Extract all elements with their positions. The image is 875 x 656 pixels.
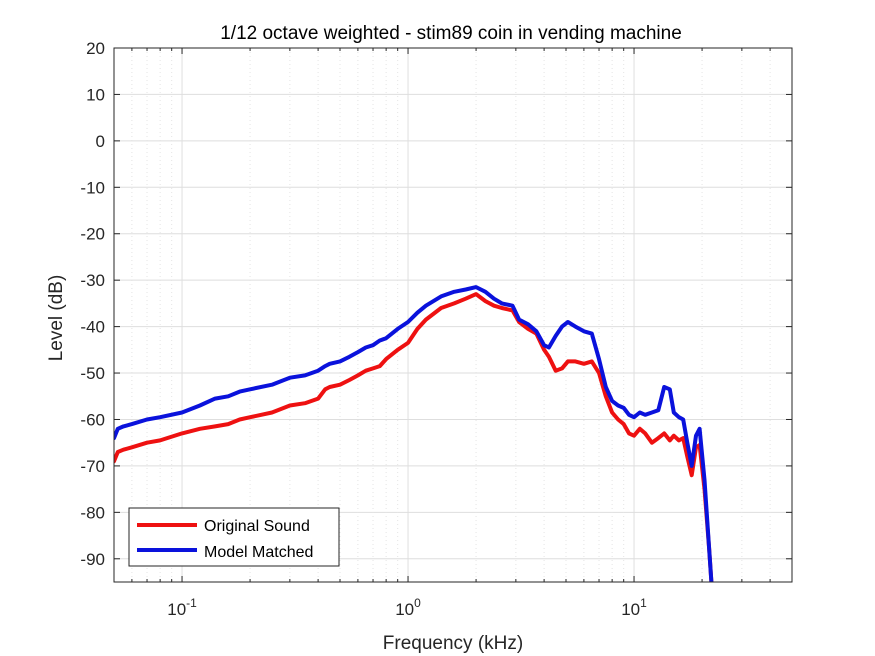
- y-tick-label: 20: [86, 39, 105, 58]
- y-tick-label: -40: [80, 318, 105, 337]
- legend-label-model-matched: Model Matched: [204, 544, 313, 561]
- x-tick-label: 100: [395, 596, 421, 619]
- y-tick-label: 10: [86, 85, 105, 104]
- y-tick-labels: 20 10 0 -10 -20 -30 -40 -50 -60 -70 -80 -90: [80, 39, 105, 569]
- x-axis-label: Frequency (kHz): [383, 633, 523, 654]
- plot-area: [114, 48, 792, 582]
- legend: Original Sound Model Matched: [128, 507, 340, 567]
- x-tick-label: 10-1: [167, 596, 197, 619]
- legend-label-original-sound: Original Sound: [204, 518, 310, 535]
- y-tick-label: -90: [80, 550, 105, 569]
- y-tick-label: -30: [80, 271, 105, 290]
- chart-title: 1/12 octave weighted - stim89 coin in ve…: [220, 23, 682, 44]
- y-tick-label: -20: [80, 225, 105, 244]
- y-tick-label: -70: [80, 457, 105, 476]
- x-tick-labels: 10-1 100 101: [167, 596, 647, 619]
- legend-box: [128, 507, 340, 567]
- y-tick-label: -60: [80, 410, 105, 429]
- series-line-model-matched: [114, 285, 714, 582]
- y-tick-label: 0: [96, 132, 105, 151]
- y-tick-label: -80: [80, 503, 105, 522]
- axis-ticks: [113, 47, 793, 582]
- y-tick-label: -50: [80, 364, 105, 383]
- x-tick-label: 101: [621, 596, 647, 619]
- y-axis-label: Level (dB): [46, 275, 67, 362]
- series-layer: [114, 285, 714, 582]
- plot-frame: [113, 47, 793, 583]
- y-tick-label: -10: [80, 178, 105, 197]
- series-line-original-sound: [114, 292, 714, 582]
- grid: [113, 47, 793, 582]
